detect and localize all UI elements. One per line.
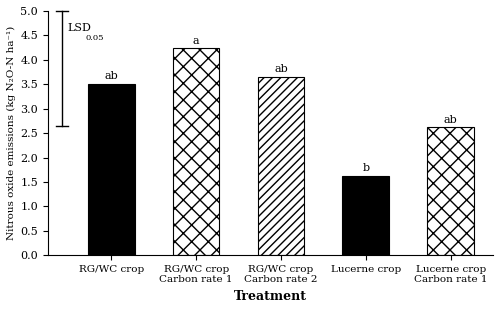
Text: 0.05: 0.05 (86, 34, 104, 42)
X-axis label: Treatment: Treatment (234, 290, 307, 303)
Bar (258, 77, 304, 255)
Y-axis label: Nitrous oxide emissions (kg N₂O-N ha⁻¹): Nitrous oxide emissions (kg N₂O-N ha⁻¹) (7, 26, 16, 240)
Bar (428, 127, 474, 255)
Text: ab: ab (104, 71, 118, 81)
Bar (173, 48, 220, 255)
Text: a: a (193, 36, 200, 46)
Text: LSD: LSD (67, 23, 91, 33)
Text: ab: ab (444, 115, 458, 125)
Bar (342, 176, 389, 255)
Bar (88, 84, 134, 255)
Text: b: b (362, 163, 370, 173)
Text: ab: ab (274, 64, 288, 74)
